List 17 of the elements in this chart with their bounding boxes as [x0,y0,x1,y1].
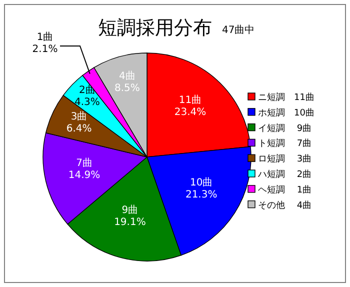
legend-label: ヘ短調 1曲 [258,184,312,196]
legend-label: イ短調 9曲 [258,122,312,134]
data-label: 11曲 23.4% [174,94,206,118]
data-label: 9曲 19.1% [114,204,146,228]
legend-label: ハ短調 2曲 [257,169,312,180]
legend-label: ホ短調 10曲 [258,107,314,118]
data-label: 7曲 14.9% [68,156,100,181]
data-label: 4曲 8.5% [114,70,140,94]
chart-title: 短調採用分布 [98,17,212,39]
chart-subtitle: 47曲中 [222,24,255,36]
data-label: 3曲 6.4% [66,110,92,134]
data-label: 1曲 2.1% [32,31,58,55]
legend-label: その他 4曲 [258,200,312,211]
legend-label: ロ短調 3曲 [258,154,312,165]
legend-label: ニ短調 11曲 [258,92,314,103]
data-label: 10曲 21.3% [185,176,218,201]
legend-label: ト短調 7曲 [258,138,312,150]
